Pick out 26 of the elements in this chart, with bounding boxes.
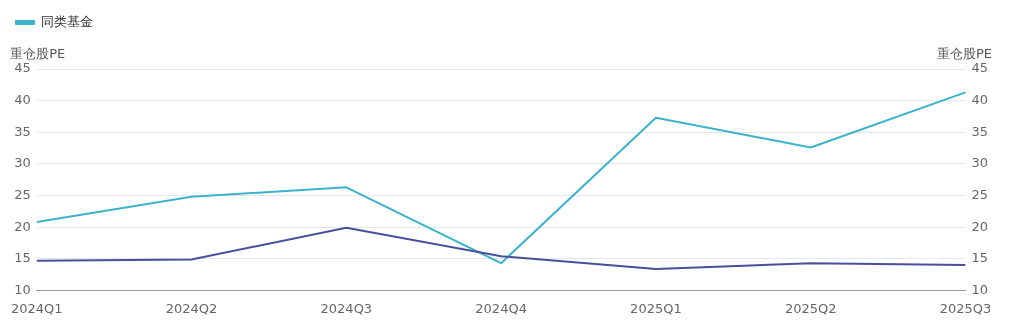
y2-tick-label: 40	[971, 92, 988, 107]
legend-label: 同类基金	[40, 13, 93, 29]
y-tick-label: 30	[14, 155, 31, 171]
x-tick-label: 2024Q1	[11, 300, 63, 316]
y2-tick-label: 30	[971, 155, 988, 171]
y2-tick-label: 45	[971, 60, 988, 76]
x-tick-label: 2024Q3	[320, 300, 373, 316]
y-tick-label: 25	[14, 186, 31, 202]
y-tick-label: 45	[14, 60, 31, 76]
y-tick-label: 10	[14, 281, 31, 297]
x-tick-label: 2024Q4	[475, 300, 527, 316]
y-tick-label: 35	[14, 123, 31, 139]
y2-tick-label: 35	[971, 123, 988, 139]
x-tick-label: 2024Q2	[165, 300, 218, 316]
y2-tick-label: 15	[971, 250, 988, 266]
y-tick-label: 40	[14, 92, 31, 107]
y2-axis-title: 重仓股PE	[936, 46, 992, 62]
y-axis-title: 重仓股PE	[10, 46, 66, 62]
y-tick-label: 15	[14, 250, 31, 266]
x-tick-label: 2025Q1	[630, 300, 682, 316]
x-tick-label: 2025Q3	[939, 300, 992, 316]
y-tick-label: 20	[14, 218, 31, 234]
x-tick-label: 2025Q2	[784, 300, 837, 316]
y2-tick-label: 10	[971, 281, 988, 297]
y2-tick-label: 25	[971, 186, 988, 202]
y2-tick-label: 20	[971, 218, 988, 234]
